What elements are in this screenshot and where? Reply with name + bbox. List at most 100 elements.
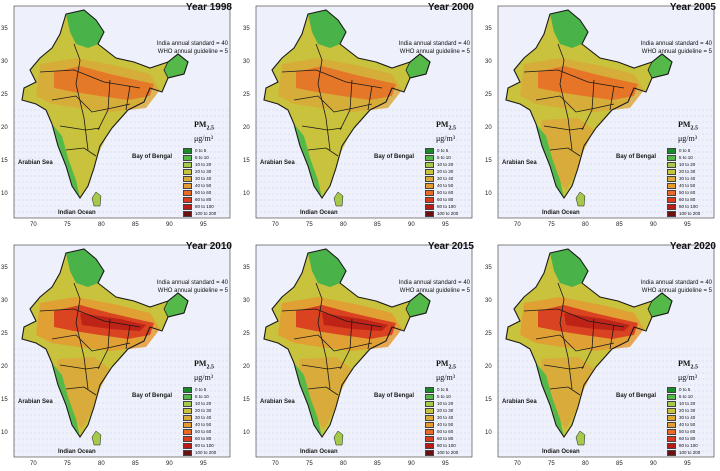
pm-subscript: 2.5	[690, 364, 698, 371]
who-guideline-text: WHO annual guideline = 5	[399, 288, 470, 294]
legend-item: 50 to 60	[183, 189, 216, 196]
legend-swatch	[667, 189, 676, 196]
legend-item: 100 to 200	[425, 449, 458, 456]
state-boundary	[51, 95, 131, 113]
pm-subscript: 2.5	[448, 125, 456, 132]
state-boundary	[97, 79, 111, 131]
colorbar-legend: 0 to 5 5 to 10 10 to 20 20 to 30 30 to 40 40 …	[183, 147, 216, 217]
legend-swatch	[183, 168, 192, 175]
indian-ocean-label: Indian Ocean	[300, 210, 338, 216]
longitude-tick: 70	[30, 461, 37, 467]
legend-swatch	[425, 210, 434, 217]
sri-lanka	[333, 191, 344, 207]
legend-swatch	[667, 386, 676, 393]
state-boundary	[339, 318, 353, 370]
state-boundary	[73, 43, 89, 151]
pm-unit: μg/m³	[194, 133, 214, 143]
state-boundary	[549, 386, 581, 396]
india-standard-text: India annual standard = 40	[156, 280, 228, 286]
legend-item: 30 to 40	[183, 175, 216, 182]
legend-swatch	[183, 210, 192, 217]
pm25-label: PM2.5 μg/m³	[678, 359, 698, 383]
legend-swatch	[183, 161, 192, 168]
state-boundary	[293, 334, 373, 352]
latitude-tick: 15	[1, 158, 8, 164]
panel-title: Year 2005	[669, 2, 716, 13]
state-boundary	[339, 79, 353, 131]
longitude-tick: 95	[442, 461, 449, 467]
northeast-border	[405, 292, 431, 318]
legend-item: 5 to 10	[667, 154, 700, 161]
bay-of-bengal-label: Bay of Bengal	[616, 154, 657, 160]
northeast-border	[647, 292, 673, 318]
legend-item: 20 to 30	[183, 407, 216, 414]
map-frame	[255, 244, 473, 458]
northeast-region	[164, 54, 188, 78]
bay-of-bengal-label: Bay of Bengal	[132, 154, 173, 160]
legend-swatch	[667, 428, 676, 435]
latitude-tick: 20	[243, 125, 250, 131]
legend-swatch	[183, 196, 192, 203]
legend-item: 0 to 5	[183, 147, 216, 154]
northeast-border	[163, 53, 189, 79]
legend-item: 40 to 50	[667, 421, 700, 428]
legend-label: 40 to 50	[679, 422, 696, 427]
legend-label: 100 to 200	[195, 211, 217, 216]
legend-label: 60 to 80	[195, 197, 212, 202]
pm-unit: μg/m³	[678, 372, 698, 382]
country-border	[505, 9, 673, 199]
legend-label: 30 to 40	[195, 176, 212, 181]
country-border	[21, 9, 189, 199]
pm-subscript: 2.5	[690, 125, 698, 132]
longitude-tick: 85	[616, 222, 623, 228]
longitude-tick: 75	[548, 461, 555, 467]
map-frame	[255, 5, 473, 219]
legend-swatch	[183, 147, 192, 154]
legend-label: 0 to 5	[437, 148, 449, 153]
longitude-tick: 70	[272, 222, 279, 228]
standards-note: India annual standard = 40 WHO annual gui…	[399, 40, 470, 56]
longitude-tick: 95	[684, 461, 691, 467]
latitude-tick: 35	[485, 26, 492, 32]
standards-note: India annual standard = 40 WHO annual gui…	[157, 279, 228, 295]
longitude-tick: 75	[64, 461, 71, 467]
longitude-tick: 85	[132, 222, 139, 228]
legend-swatch	[183, 442, 192, 449]
longitude-tick: 85	[374, 461, 381, 467]
legend-label: 0 to 5	[195, 387, 207, 392]
pm-unit: μg/m³	[436, 372, 456, 382]
legend-label: 80 to 100	[437, 204, 456, 209]
latitude-tick: 30	[1, 298, 8, 304]
western-ghats-strip	[294, 363, 322, 437]
longitude-tick: 85	[132, 461, 139, 467]
longitude-tick: 85	[616, 461, 623, 467]
legend-item: 0 to 5	[183, 386, 216, 393]
legend-item: 60 to 80	[667, 435, 700, 442]
state-boundary	[301, 364, 343, 370]
india-map	[13, 5, 231, 219]
pm-text: PM	[436, 359, 449, 368]
legend-item: 5 to 10	[183, 154, 216, 161]
legend-label: 100 to 200	[437, 211, 459, 216]
legend-swatch	[425, 435, 434, 442]
southern-zone	[540, 118, 594, 190]
legend-item: 50 to 60	[425, 428, 458, 435]
legend-label: 0 to 5	[437, 387, 449, 392]
legend-label: 40 to 50	[195, 183, 212, 188]
legend-label: 40 to 50	[679, 183, 696, 188]
legend-item: 30 to 40	[425, 414, 458, 421]
legend-swatch	[183, 182, 192, 189]
pm-text: PM	[194, 120, 207, 129]
panel-title: Year 1998	[185, 2, 232, 13]
indian-ocean-label: Indian Ocean	[542, 210, 580, 216]
legend-item: 40 to 50	[667, 182, 700, 189]
map-panel: Year 2010 India annual standard = 40 WHO a…	[0, 239, 236, 471]
state-boundary	[125, 85, 131, 111]
legend-item: 20 to 30	[667, 407, 700, 414]
pm25-label: PM2.5 μg/m³	[436, 120, 456, 144]
map-panel: Year 2015 India annual standard = 40 WHO a…	[242, 239, 478, 471]
arabian-sea-label: Arabian Sea	[502, 160, 537, 166]
legend-item: 30 to 40	[183, 414, 216, 421]
legend-label: 10 to 20	[679, 401, 696, 406]
longitude-tick: 95	[200, 222, 207, 228]
